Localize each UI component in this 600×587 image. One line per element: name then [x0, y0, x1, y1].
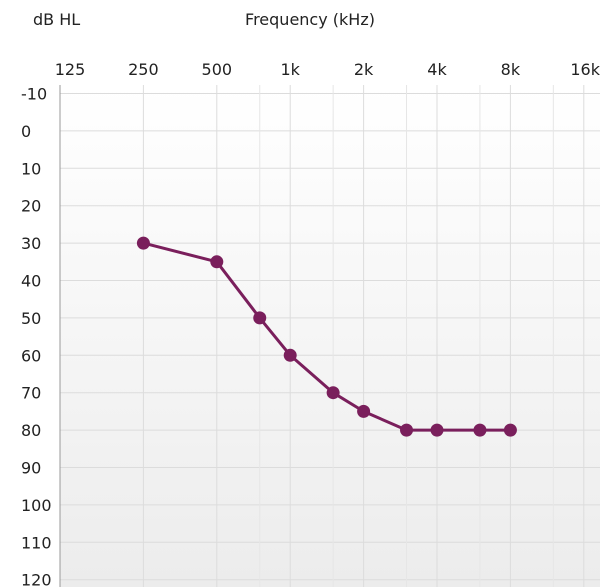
data-point	[400, 423, 414, 437]
series-line	[143, 241, 511, 432]
x-tick-label: 125	[55, 60, 86, 79]
x-tick-label: 2k	[354, 60, 374, 79]
y-tick-labels: -10 0 10 20 30 40 50 60 70 80 90 100 110 120	[21, 85, 52, 587]
y-tick-label: 80	[21, 421, 41, 440]
y-tick-label: -10	[21, 85, 47, 104]
x-tick-label: 8k	[501, 60, 521, 79]
data-point	[326, 386, 340, 400]
x-tick-label: 1k	[280, 60, 300, 79]
y-tick-label: 0	[21, 122, 31, 141]
y-axis-title: dB HL	[33, 10, 80, 29]
data-point	[136, 236, 150, 250]
y-tick-label: 110	[21, 533, 52, 552]
grid	[60, 85, 600, 587]
data-point	[210, 255, 224, 269]
y-tick-label: 60	[21, 346, 41, 365]
y-tick-label: 90	[21, 459, 41, 478]
plot-area	[60, 85, 600, 587]
x-axis-title: Frequency (kHz)	[245, 10, 375, 29]
data-point	[283, 348, 297, 362]
x-tick-label: 250	[128, 60, 159, 79]
x-tick-labels: 125 250 500 1k 2k 4k 8k 16k	[55, 60, 600, 79]
y-tick-label: 100	[21, 496, 52, 515]
data-point	[503, 423, 517, 437]
y-tick-label: 120	[21, 571, 52, 587]
data-point	[473, 423, 487, 437]
y-tick-label: 30	[21, 234, 41, 253]
series-group	[136, 236, 517, 437]
x-tick-label: 4k	[427, 60, 447, 79]
y-tick-label: 70	[21, 384, 41, 403]
data-point	[430, 423, 444, 437]
y-tick-label: 10	[21, 159, 41, 178]
y-tick-label: 40	[21, 272, 41, 291]
y-tick-label: 20	[21, 197, 41, 216]
data-point	[357, 404, 371, 418]
x-tick-label: 16k	[570, 60, 600, 79]
y-tick-label: 50	[21, 309, 41, 328]
data-point	[253, 311, 267, 325]
x-tick-label: 500	[202, 60, 233, 79]
